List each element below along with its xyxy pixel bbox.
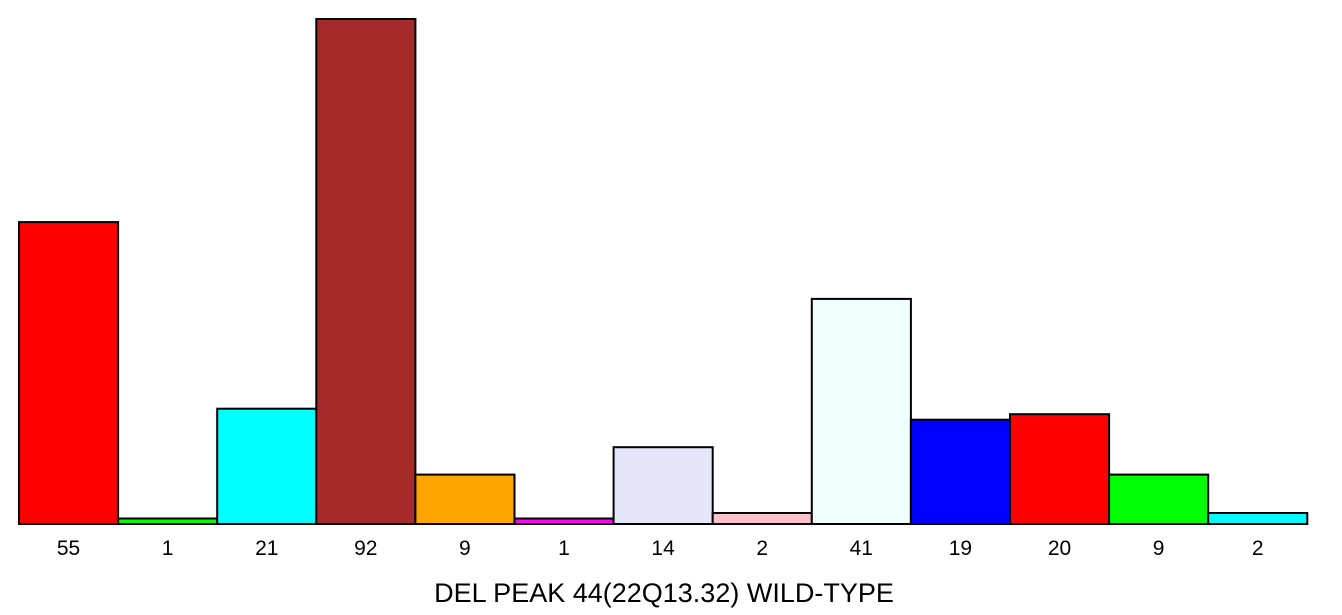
bars-group [18,18,1309,526]
category-label-2: 1 [162,537,174,560]
bar-1 [18,221,120,525]
category-label-13: 2 [1252,537,1264,560]
category-label-6: 1 [558,537,570,560]
category-label-12: 9 [1153,537,1165,560]
bar-9 [810,297,912,525]
bar-6 [513,517,615,525]
bar-2 [117,517,219,525]
bar-3 [216,407,318,526]
bar-13 [1207,512,1309,525]
bar-4 [315,18,417,525]
category-label-7: 14 [651,537,675,560]
category-label-5: 9 [459,537,471,560]
category-label-9: 41 [850,537,873,560]
bar-7 [612,446,714,526]
category-label-11: 20 [1048,537,1071,560]
bar-10 [909,418,1012,526]
category-label-10: 19 [949,537,972,560]
bar-12 [1108,473,1210,526]
bar-11 [1009,413,1111,526]
x-axis-title: DEL PEAK 44(22Q13.32) WILD-TYPE [434,578,894,608]
bar-5 [414,473,516,526]
bar-8 [711,512,813,525]
category-labels-group: 55 1 21 92 9 1 14 2 41 19 20 9 2 [57,537,1264,560]
category-label-4: 92 [354,537,377,560]
category-label-8: 2 [756,537,768,560]
category-label-3: 21 [255,537,278,560]
category-label-1: 55 [57,537,80,560]
